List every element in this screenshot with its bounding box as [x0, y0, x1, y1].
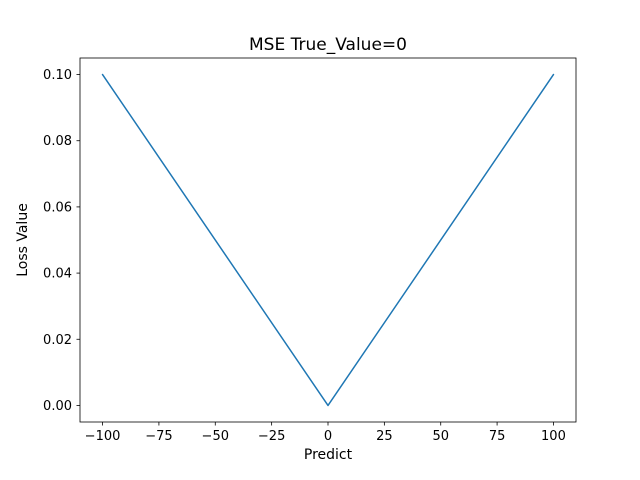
loss-line	[101, 73, 555, 407]
y-tick-label: 0.02	[43, 333, 72, 348]
x-tick-label: 25	[376, 429, 393, 444]
x-tick-label: −50	[202, 429, 229, 444]
y-tick-label: 0.00	[43, 399, 72, 414]
y-tick-label: 0.06	[43, 200, 72, 215]
x-tick-label: −100	[85, 429, 121, 444]
x-tick-label: −75	[145, 429, 172, 444]
axes-frame	[79, 57, 577, 423]
y-tick-label: 0.04	[43, 267, 72, 282]
chart-title: MSE True_Value=0	[249, 35, 407, 55]
plot-area: −100 −75 −50 −25 0 25 50 75 100 0.00 0.02 0.04 0.06 0…	[43, 57, 577, 444]
y-axis-label: Loss Value	[15, 203, 31, 277]
x-tick-label: −25	[258, 429, 285, 444]
y-tick-label: 0.10	[43, 68, 72, 83]
y-tick-label: 0.08	[43, 134, 72, 149]
x-tick-label: 50	[432, 429, 449, 444]
x-tick-label: 0	[324, 429, 332, 444]
x-tick-label: 75	[489, 429, 506, 444]
x-tick-label: 100	[541, 429, 566, 444]
x-axis-label: Predict	[304, 447, 353, 463]
